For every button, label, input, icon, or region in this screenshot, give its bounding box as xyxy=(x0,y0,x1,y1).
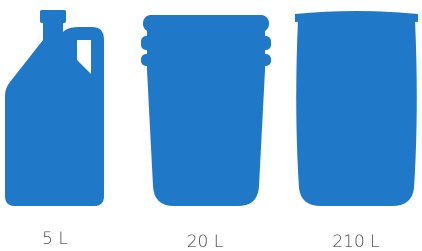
drum-body xyxy=(296,18,417,206)
containers-illustration: 5 L 20 L 210 L xyxy=(0,0,422,251)
bucket-body xyxy=(147,28,265,206)
page: 5 L 20 L 210 L (() => { const data = JSO… xyxy=(0,0,422,251)
jug-icon xyxy=(5,10,104,206)
bucket-icon xyxy=(141,15,271,206)
jug-body xyxy=(5,22,104,206)
container-label: 20 L xyxy=(187,232,224,251)
container-label: 210 L xyxy=(332,232,379,251)
jug-cap xyxy=(40,10,66,23)
drum-icon xyxy=(295,11,418,206)
container-label: 5 L xyxy=(42,229,68,249)
